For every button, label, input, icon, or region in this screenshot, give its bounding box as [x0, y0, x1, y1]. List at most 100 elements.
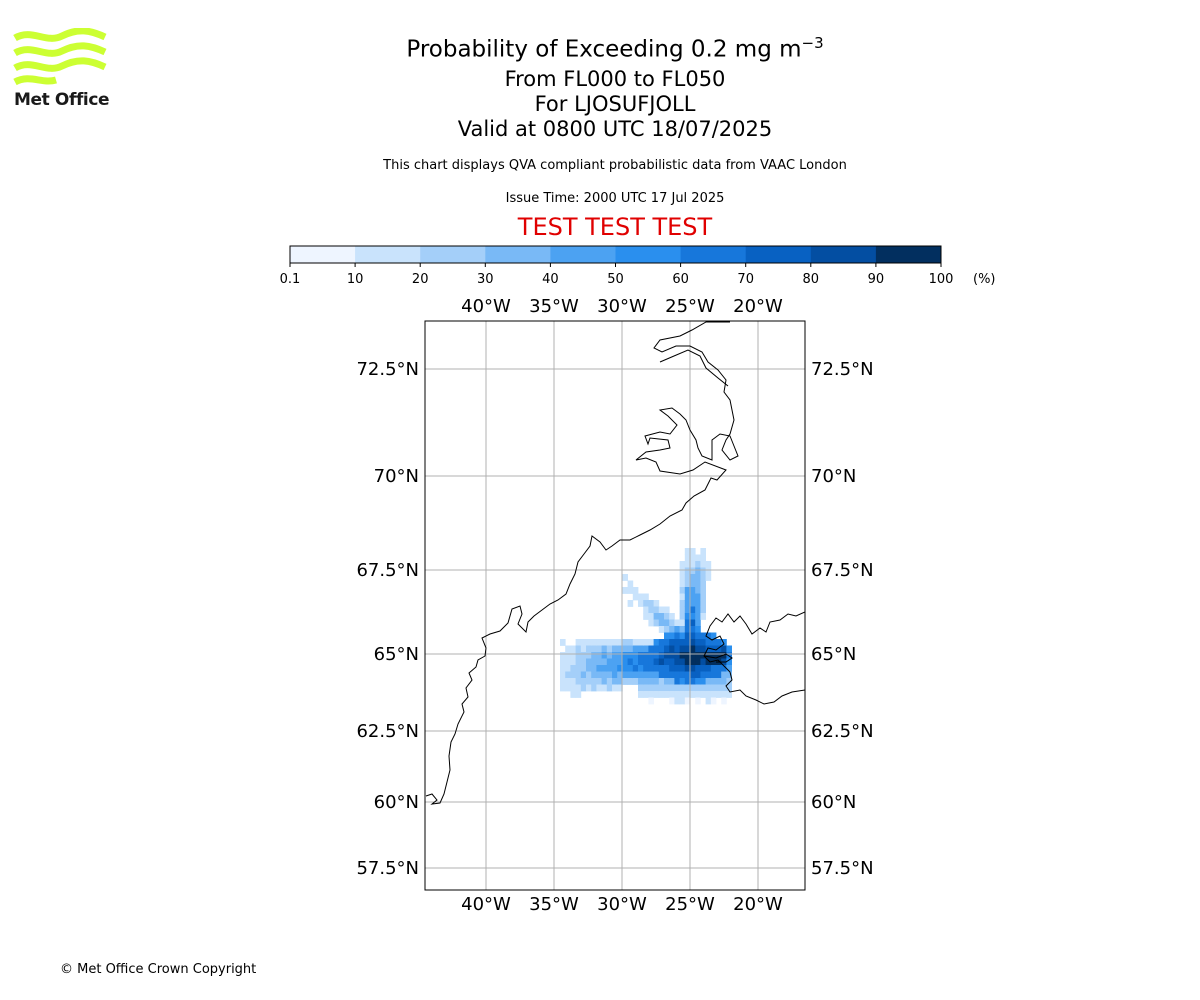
probability-cell: [690, 684, 696, 692]
probability-cell: [586, 658, 592, 666]
probability-cell: [690, 567, 696, 575]
probability-cell: [700, 613, 706, 620]
probability-cell: [612, 684, 618, 692]
probability-cell: [684, 554, 691, 562]
colorbar-tick-label: 20: [412, 272, 429, 287]
probability-cell: [690, 639, 696, 646]
probability-cell: [653, 691, 660, 698]
probability-cell: [700, 593, 706, 601]
probability-cell: [591, 678, 597, 685]
probability-cell: [638, 593, 644, 601]
latitude-label-left: 62.5°N: [356, 721, 419, 742]
probability-cell: [658, 652, 665, 659]
probability-cell: [580, 652, 587, 659]
probability-cell: [690, 619, 696, 627]
probability-cell: [622, 658, 628, 666]
probability-cell: [658, 678, 665, 685]
probability-cell: [560, 678, 566, 685]
map-frame: [424, 320, 806, 891]
probability-cell: [695, 665, 701, 672]
probability-cell: [679, 606, 686, 614]
probability-cell: [721, 691, 727, 698]
probability-cell: [674, 671, 680, 679]
longitude-label: 40°W: [461, 894, 511, 915]
probability-cell: [664, 652, 670, 659]
probability-cell: [622, 665, 628, 672]
probability-cell: [596, 645, 602, 653]
probability-cell: [695, 574, 701, 581]
probability-cell: [596, 652, 602, 659]
probability-cell: [710, 632, 717, 640]
probability-cell: [684, 619, 691, 627]
probability-cell: [664, 626, 670, 633]
probability-cell: [643, 613, 649, 620]
probability-cell: [726, 652, 732, 659]
probability-cell: [653, 619, 660, 627]
probability-cell: [700, 684, 706, 692]
probability-cell: [716, 639, 722, 646]
probability-cell: [643, 606, 649, 614]
colorbar-tick-label: 0.1: [280, 272, 301, 287]
probability-cell: [596, 665, 602, 672]
probability-cell: [700, 645, 706, 653]
probability-cell: [679, 639, 686, 646]
probability-cell: [591, 658, 597, 666]
probability-cell: [695, 587, 701, 594]
probability-cell: [690, 632, 696, 640]
probability-cell: [643, 691, 649, 698]
probability-cell: [565, 684, 571, 692]
probability-cell: [695, 678, 701, 685]
probability-cell: [700, 678, 706, 685]
probability-cell: [669, 691, 675, 698]
latitude-label-left: 57.5°N: [356, 858, 419, 879]
probability-cell: [674, 619, 680, 627]
probability-cell: [721, 678, 727, 685]
latitude-label-left: 67.5°N: [356, 560, 419, 581]
probability-cell: [586, 665, 592, 672]
probability-cell: [632, 593, 639, 601]
probability-cell: [653, 658, 660, 666]
probability-cell: [705, 574, 712, 581]
probability-cell: [653, 645, 660, 653]
probability-cell: [695, 567, 701, 575]
probability-cell: [684, 593, 691, 601]
probability-cell: [664, 691, 670, 698]
probability-cell: [679, 691, 686, 698]
probability-cell: [643, 600, 649, 607]
probability-cell: [658, 645, 665, 653]
reykjanes-outline: [703, 653, 733, 663]
probability-cell: [679, 658, 686, 666]
probability-cell: [617, 671, 623, 679]
probability-cell: [627, 645, 634, 653]
probability-cell: [653, 639, 660, 646]
probability-cell: [606, 658, 613, 666]
probability-cell: [684, 671, 691, 679]
probability-cell: [684, 567, 691, 575]
probability-cell: [643, 639, 649, 646]
probability-cell: [638, 658, 644, 666]
probability-cell: [606, 645, 613, 653]
probability-cell: [627, 678, 634, 685]
probability-cell: [570, 665, 576, 672]
probability-cell: [705, 678, 712, 685]
colorbar-segment: [355, 246, 421, 263]
probability-cell: [679, 613, 686, 620]
probability-cell: [575, 665, 582, 672]
probability-cell: [684, 665, 691, 672]
probability-cell: [690, 626, 696, 633]
probability-cell: [695, 645, 701, 653]
probability-cell: [653, 600, 660, 607]
probability-cell: [700, 639, 706, 646]
probability-cell: [565, 658, 571, 666]
longitude-label: 35°W: [529, 296, 579, 317]
probability-cell: [684, 574, 691, 581]
probability-cell: [596, 684, 602, 692]
probability-cell: [716, 684, 722, 692]
probability-cell: [726, 684, 732, 692]
gridlines: [425, 321, 805, 890]
probability-cell: [638, 671, 644, 679]
probability-cell: [664, 639, 670, 646]
probability-cell: [570, 684, 576, 692]
probability-cell: [653, 684, 660, 692]
probability-cell: [721, 665, 727, 672]
